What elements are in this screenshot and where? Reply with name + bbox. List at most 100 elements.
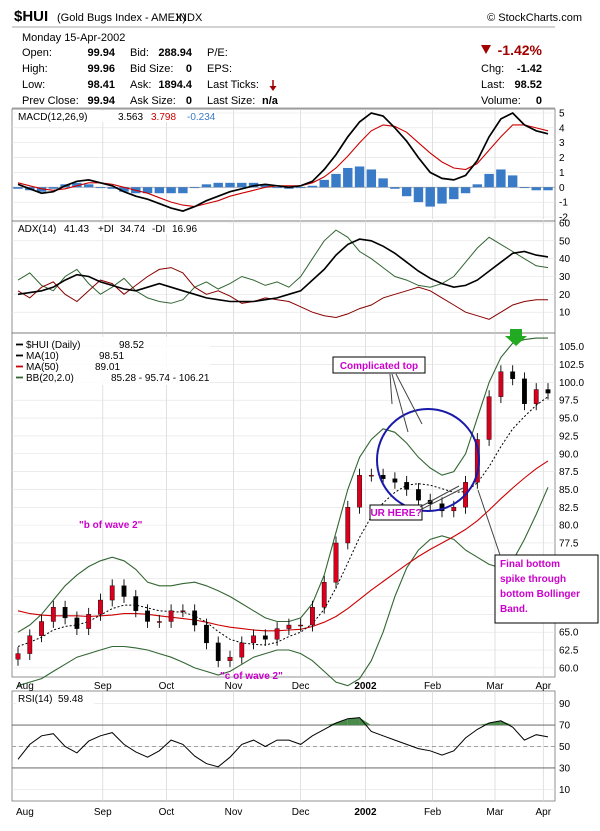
y-tick-label: 82.5 bbox=[559, 503, 579, 514]
price-candle bbox=[345, 507, 351, 544]
x-tick-label: Apr bbox=[536, 681, 552, 692]
x-tick-label: Nov bbox=[225, 807, 243, 818]
pointer-line bbox=[389, 373, 393, 405]
pe-label: P/E: bbox=[207, 47, 228, 59]
price-candle bbox=[486, 396, 492, 440]
macd-histogram-bar bbox=[95, 187, 106, 189]
complicated-top-box bbox=[332, 356, 426, 374]
x-tick-label: Aug bbox=[16, 807, 34, 818]
x-tick-label: Feb bbox=[424, 807, 442, 818]
macd-histogram-bar bbox=[496, 169, 506, 188]
price-candle bbox=[392, 478, 398, 483]
macd-line bbox=[17, 111, 549, 212]
y-tick-label: 62.5 bbox=[559, 646, 579, 657]
y-tick-label: 80.0 bbox=[559, 521, 579, 532]
complicated-top-label: Complicated top bbox=[340, 361, 418, 372]
ask-label: Ask: bbox=[130, 79, 151, 91]
y-tick-label: 5 bbox=[559, 109, 565, 120]
macd-histogram-bar bbox=[531, 187, 541, 191]
x-tick-label: Dec bbox=[292, 807, 310, 818]
macd-histogram-bar bbox=[107, 187, 117, 189]
price-candle bbox=[239, 642, 245, 658]
y-tick-label: 97.5 bbox=[559, 396, 579, 407]
macd-histogram-bar bbox=[295, 187, 306, 189]
pointer-line bbox=[395, 373, 423, 425]
prev-close-label: Prev Close: bbox=[22, 95, 79, 107]
bid-size-value: 0 bbox=[186, 63, 192, 75]
macd-histogram-bar bbox=[354, 166, 365, 188]
macd-histogram-bar bbox=[272, 187, 282, 189]
macd-histogram-bar bbox=[13, 187, 23, 189]
price-legend-value: 98.51 bbox=[99, 351, 124, 362]
macd-histogram-bar bbox=[319, 179, 329, 188]
ask-size-value: 0 bbox=[186, 95, 192, 107]
volume-label: Volume: bbox=[481, 95, 521, 107]
macd-histogram-bar bbox=[166, 187, 176, 194]
legend-bg bbox=[16, 223, 228, 234]
macd-histogram-bar bbox=[343, 167, 353, 188]
price-candle bbox=[380, 474, 386, 479]
last-value: 98.52 bbox=[514, 79, 542, 91]
price-candle bbox=[168, 610, 174, 622]
last-tick-down-arrow-icon bbox=[269, 80, 277, 91]
minus-di-legend-name: -DI bbox=[152, 224, 165, 235]
pointer-line bbox=[419, 487, 464, 511]
macd-histogram-bar bbox=[237, 182, 247, 188]
x-tick-label: Apr bbox=[536, 807, 552, 818]
price-candle bbox=[262, 635, 268, 640]
chart-marks bbox=[13, 111, 553, 768]
plus-di-legend-name: +DI bbox=[98, 224, 114, 235]
ur-here-box bbox=[369, 504, 423, 521]
macd-histogram-bar bbox=[437, 187, 447, 204]
y-tick-label: 2 bbox=[559, 153, 565, 164]
price-legend-value: 98.52 bbox=[119, 340, 144, 351]
price-candle bbox=[451, 507, 457, 512]
rsi-panel bbox=[11, 690, 556, 802]
price-candle bbox=[180, 610, 186, 612]
highlight-circle bbox=[376, 408, 480, 512]
x-tick-label: Feb bbox=[424, 681, 442, 692]
macd-histogram-bar bbox=[401, 187, 412, 197]
macd-histogram-bar bbox=[83, 184, 94, 188]
x-tick-label: Oct bbox=[159, 681, 175, 692]
last-ticks-label: Last Ticks: bbox=[207, 79, 259, 91]
legend-bg bbox=[16, 693, 94, 704]
y-tick-label: 60.0 bbox=[559, 663, 579, 674]
y-tick-label: 10 bbox=[559, 785, 571, 796]
adx-legend-value: 41.43 bbox=[64, 224, 89, 235]
macd-histogram-bar bbox=[119, 187, 129, 192]
y-tick-label: 4 bbox=[559, 123, 565, 134]
green-down-arrow-icon bbox=[505, 329, 527, 346]
x-tick-label: 2002 bbox=[354, 681, 377, 692]
signal-legend-value: 3.798 bbox=[151, 112, 176, 123]
y-tick-label: 10 bbox=[559, 308, 571, 319]
rsi-legend-name: RSI(14) bbox=[18, 694, 52, 705]
price-legend-value: 89.01 bbox=[95, 362, 120, 373]
legend-bg bbox=[14, 337, 210, 385]
volume-value: 0 bbox=[536, 95, 542, 107]
high-value: 99.96 bbox=[87, 63, 115, 75]
macd-histogram-bar bbox=[72, 182, 82, 188]
adx-legend-name: ADX(14) bbox=[18, 224, 56, 235]
ma50-line bbox=[17, 460, 549, 632]
y-tick-label: 50 bbox=[559, 236, 571, 247]
pointer-line bbox=[419, 485, 460, 508]
adx-line bbox=[17, 238, 549, 303]
legend-bg bbox=[16, 111, 216, 122]
price-legend-label: BB(20,2.0) bbox=[26, 373, 74, 384]
rsi-overbought-fill bbox=[359, 717, 372, 726]
chart-header: $HUI (Gold Bugs Index - AMEX) INDX © Sto… bbox=[14, 8, 582, 25]
x-tick-label: Nov bbox=[225, 681, 243, 692]
bid-value: 288.94 bbox=[158, 47, 193, 59]
price-candle bbox=[498, 371, 504, 397]
macd-histogram-bar bbox=[307, 185, 318, 188]
plus-di-legend-value: 34.74 bbox=[120, 224, 145, 235]
y-tick-label: 90.0 bbox=[559, 449, 579, 460]
bollinger-lower-band bbox=[17, 487, 549, 687]
macd-histogram-bar bbox=[507, 175, 518, 188]
price-candle bbox=[357, 474, 362, 508]
price-candle bbox=[298, 624, 304, 627]
macd-histogram-bar bbox=[390, 187, 400, 189]
price-candle bbox=[133, 596, 139, 611]
